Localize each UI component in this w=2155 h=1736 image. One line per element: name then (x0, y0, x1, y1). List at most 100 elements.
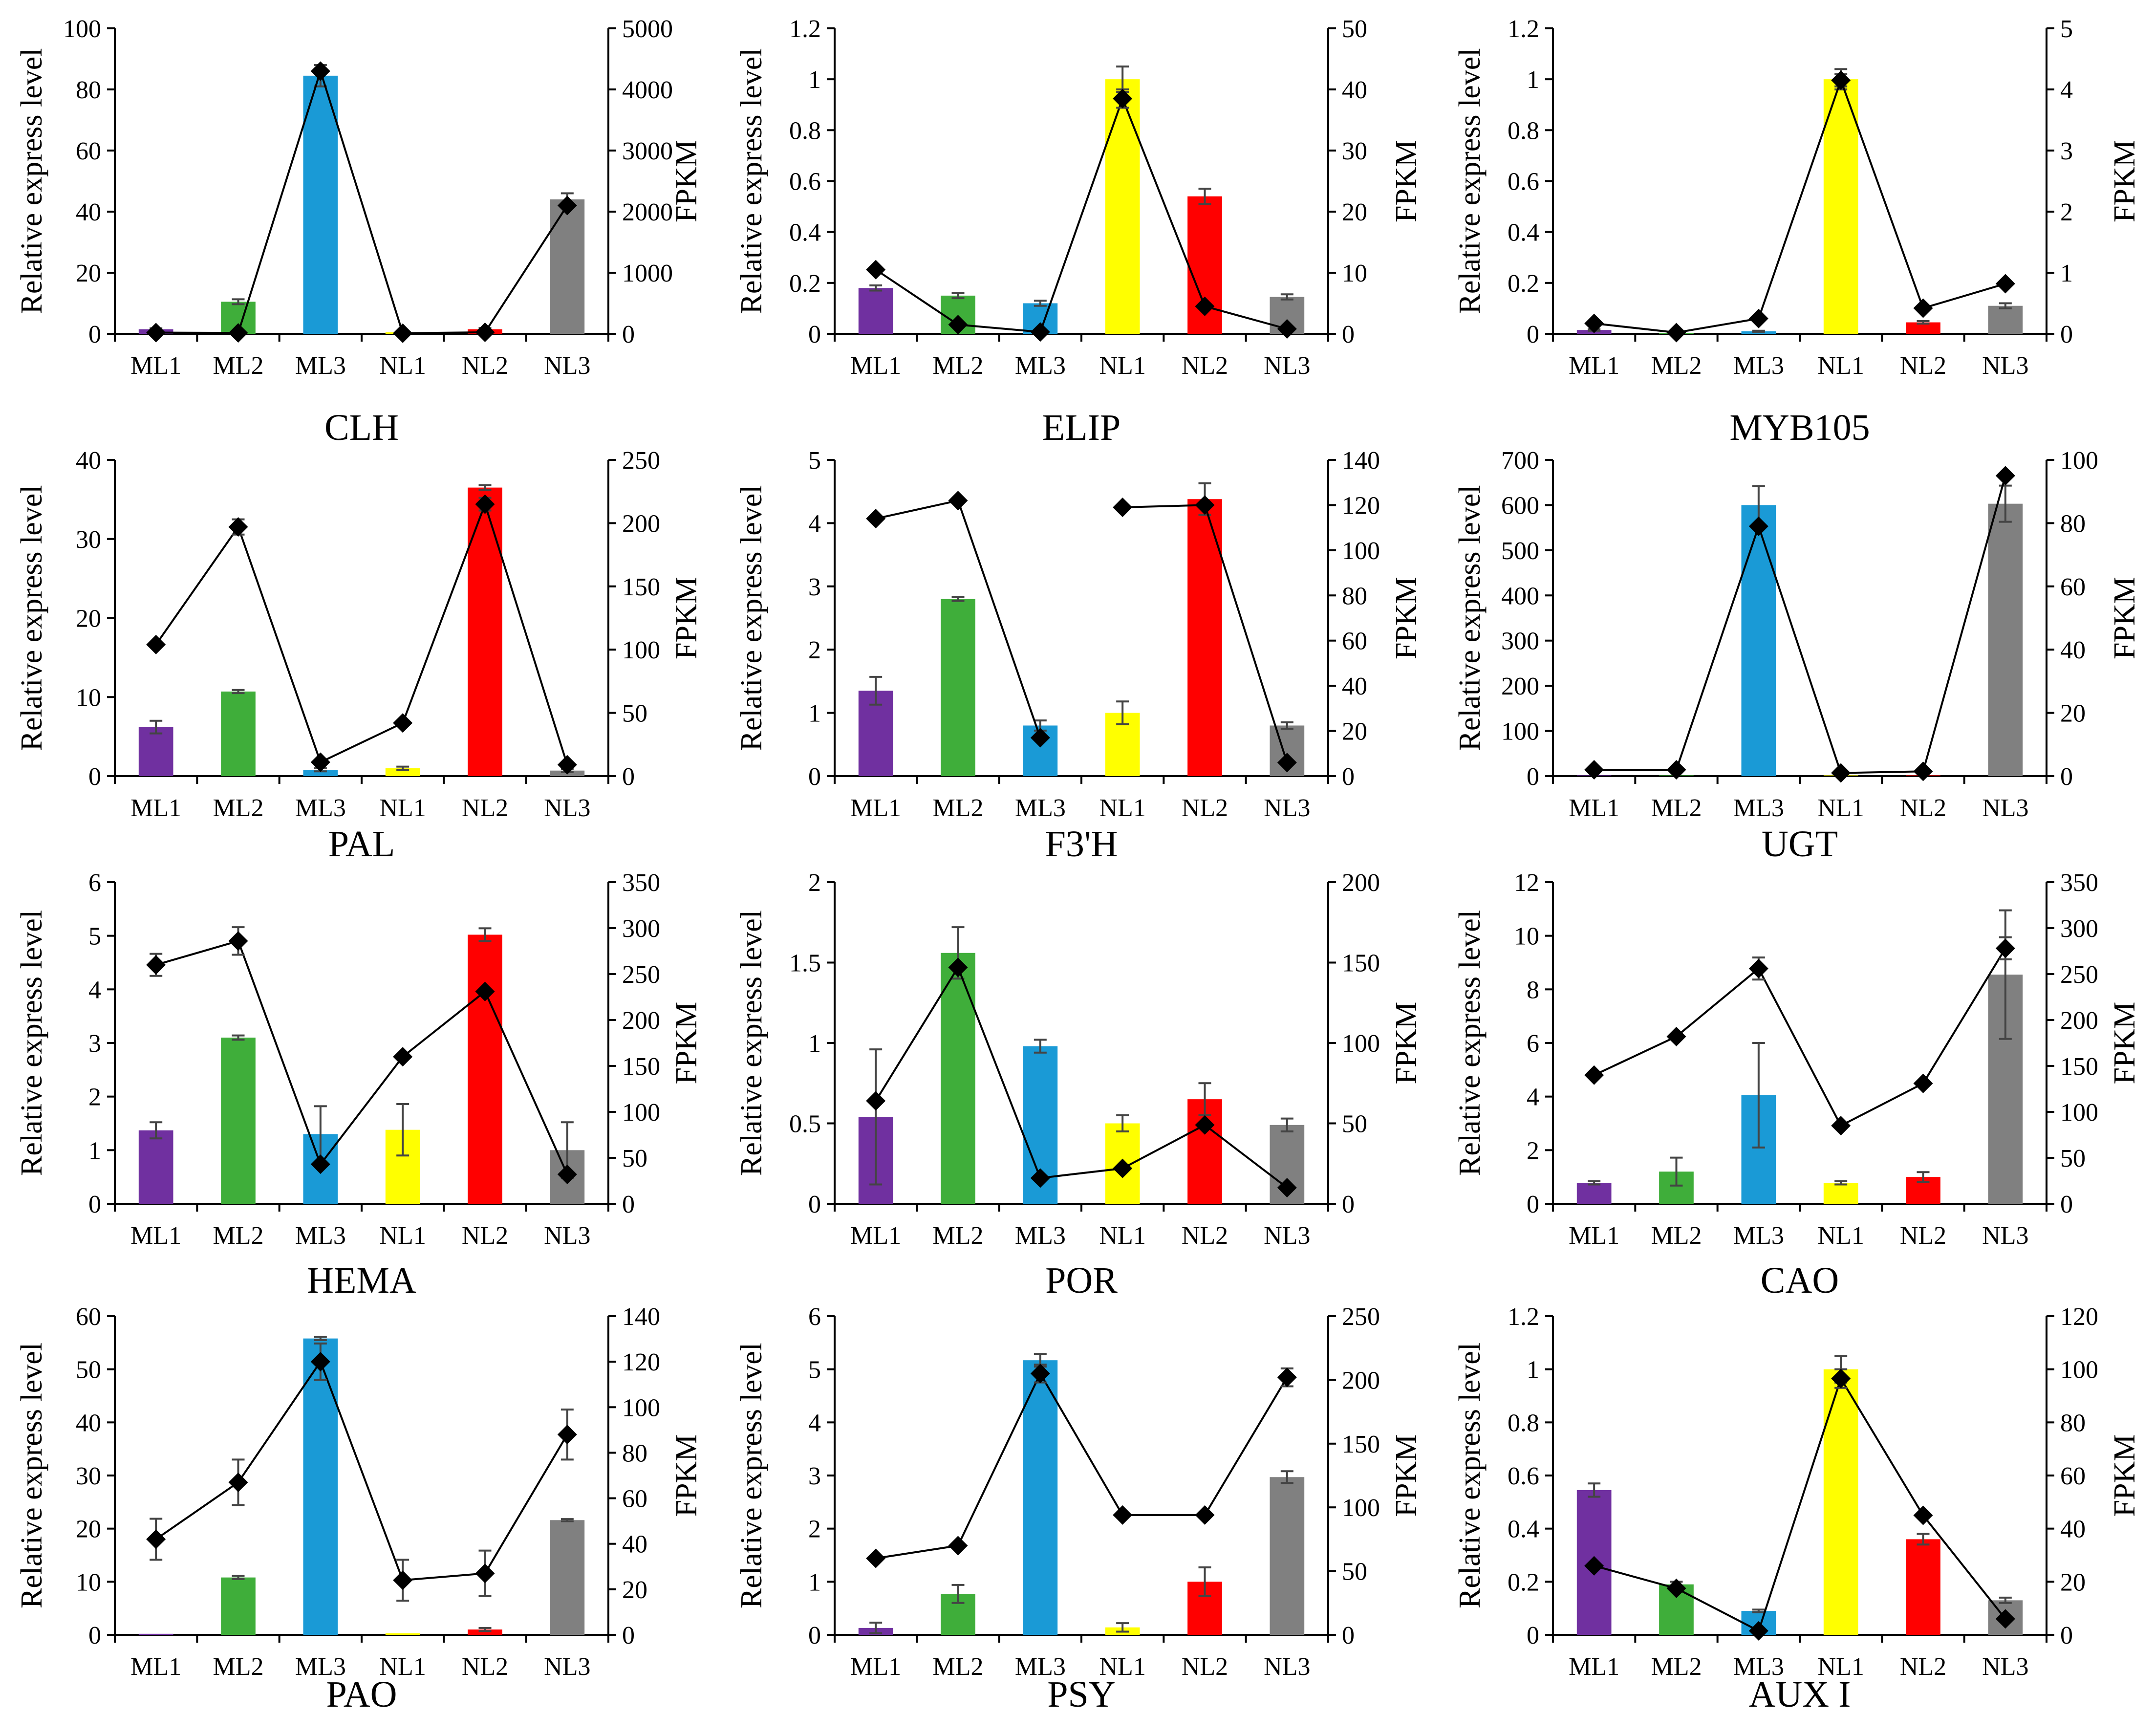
fpkm-point-nl1 (1113, 1505, 1133, 1525)
chart-title: PAO (326, 1674, 397, 1715)
right-tick-label: 150 (1342, 950, 1380, 977)
y-axis-title: Relative express level (1453, 485, 1487, 751)
right-tick-label: 0 (622, 1622, 635, 1649)
y-axis-title: Relative express level (1453, 910, 1487, 1176)
fpkm-line (875, 1371, 1288, 1560)
right-tick-label: 150 (622, 1053, 660, 1081)
x-tick-label: NL1 (1099, 352, 1146, 380)
left-tick-label: 10 (76, 684, 101, 712)
left-tick-label: 30 (76, 1462, 101, 1490)
left-tick-label: 1 (808, 1568, 821, 1596)
left-tick-label: 500 (1501, 537, 1539, 565)
chart-title: CLH (324, 407, 399, 448)
x-tick-label: ML2 (213, 1222, 264, 1250)
left-tick-label: 600 (1501, 492, 1539, 520)
fpkm-point-nl3 (557, 755, 577, 775)
fpkm-point-ml2 (228, 1472, 248, 1492)
y2-axis-title: FPKM (2108, 140, 2141, 222)
right-tick-label: 2 (2060, 198, 2073, 226)
x-tick-label: NL3 (1982, 352, 2028, 380)
chart-panel-cao: 0 2 4 6 8 10 12 0 50 100 150 200 250 300 350 ML1 ML2 ML3 N… (1453, 869, 2141, 1301)
fpkm-point-ml1 (1584, 1556, 1604, 1576)
bar-ml3 (303, 75, 338, 334)
x-tick-label: ML3 (1733, 1653, 1784, 1681)
x-tick-label: NL3 (1264, 1222, 1310, 1250)
right-tick-label: 0 (2060, 763, 2073, 791)
bar-nl3 (1270, 1477, 1305, 1635)
left-tick-label: 1 (88, 1137, 101, 1165)
right-tick-label: 200 (1342, 1367, 1380, 1394)
fpkm-line (1594, 948, 2006, 1127)
right-tick-label: 20 (2060, 700, 2086, 728)
x-tick-label: NL1 (1099, 1653, 1146, 1681)
x-tick-label: ML3 (295, 794, 346, 822)
right-tick-label: 250 (622, 447, 660, 475)
left-tick-label: 20 (76, 1516, 101, 1543)
left-tick-label: 1 (808, 700, 821, 728)
bar-nl1 (1823, 1183, 1858, 1204)
left-tick-label: 20 (76, 260, 101, 287)
bar-ml3 (1023, 1360, 1058, 1635)
right-tick-label: 140 (1342, 447, 1380, 475)
y2-axis-title: FPKM (2108, 1434, 2141, 1517)
left-tick-label: 40 (76, 1409, 101, 1437)
fpkm-point-ml1 (1584, 760, 1604, 780)
fpkm-line (875, 96, 1288, 333)
x-tick-label: NL1 (380, 352, 426, 380)
right-tick-label: 250 (622, 961, 660, 989)
x-tick-label: NL2 (1900, 352, 1946, 380)
right-tick-label: 200 (2060, 1007, 2098, 1035)
bar-nl3 (550, 199, 585, 334)
right-tick-label: 200 (622, 510, 660, 538)
x-tick-label: ML2 (213, 352, 264, 380)
chart-panel-myb105: 0 0.2 0.4 0.6 0.8 1 1.2 0 1 2 3 4 5 ML1 ML2 ML3 NL1 NL2 NL… (1453, 15, 2141, 448)
fpkm-point-ml3 (310, 1352, 330, 1372)
right-tick-label: 60 (2060, 1462, 2086, 1490)
left-tick-label: 4 (88, 976, 101, 1004)
chart-panel-pal: 0 10 20 30 40 0 50 100 150 200 250 ML1 ML2 ML3 NL1 NL2 N… (15, 447, 703, 865)
fpkm-point-ml3 (310, 1154, 330, 1174)
y-axis-title: Relative express level (15, 48, 48, 314)
x-tick-label: NL2 (462, 1222, 508, 1250)
right-tick-label: 50 (1342, 1110, 1367, 1138)
fpkm-point-nl2 (475, 322, 495, 342)
x-tick-label: NL3 (1982, 1653, 2028, 1681)
left-tick-label: 40 (76, 447, 101, 475)
right-tick-label: 3 (2060, 137, 2073, 165)
right-tick-label: 20 (2060, 1568, 2086, 1596)
y-axis-title: Relative express level (735, 48, 768, 314)
x-tick-label: ML1 (1569, 352, 1619, 380)
fpkm-point-nl1 (393, 713, 413, 733)
fpkm-point-nl1 (1113, 88, 1133, 108)
bar-nl1 (1823, 79, 1858, 334)
right-tick-label: 150 (1342, 1431, 1380, 1458)
left-tick-label: 100 (1501, 718, 1539, 746)
x-tick-label: ML1 (130, 352, 181, 380)
chart-title: UGT (1762, 824, 1838, 865)
x-tick-label: NL3 (1982, 794, 2028, 822)
left-tick-label: 0 (1527, 1622, 1539, 1649)
bar-ml1 (138, 1633, 173, 1635)
fpkm-point-nl2 (1913, 1073, 1933, 1093)
y2-axis-title: FPKM (670, 577, 703, 659)
x-tick-label: NL1 (380, 794, 426, 822)
fpkm-line (156, 67, 568, 334)
y2-axis-title: FPKM (1390, 577, 1423, 659)
bar-ml3 (1741, 505, 1776, 776)
bar-nl2 (1906, 1539, 1940, 1635)
x-tick-label: NL1 (1818, 1653, 1864, 1681)
x-tick-label: ML2 (1651, 352, 1702, 380)
left-tick-label: 1 (1527, 66, 1539, 94)
fpkm-line (155, 939, 568, 1175)
bar-nl3 (1988, 503, 2023, 776)
x-tick-label: ML3 (1015, 1222, 1066, 1250)
fpkm-line (155, 1359, 568, 1582)
fpkm-point-ml2 (1666, 760, 1686, 780)
y-axis-title: Relative express level (15, 485, 48, 751)
left-tick-label: 1.2 (1508, 15, 1539, 43)
right-tick-label: 40 (622, 1531, 647, 1559)
left-tick-label: 1.5 (789, 950, 821, 977)
left-tick-label: 300 (1501, 628, 1539, 655)
x-tick-label: NL2 (1182, 794, 1228, 822)
fpkm-point-nl2 (1195, 296, 1215, 316)
